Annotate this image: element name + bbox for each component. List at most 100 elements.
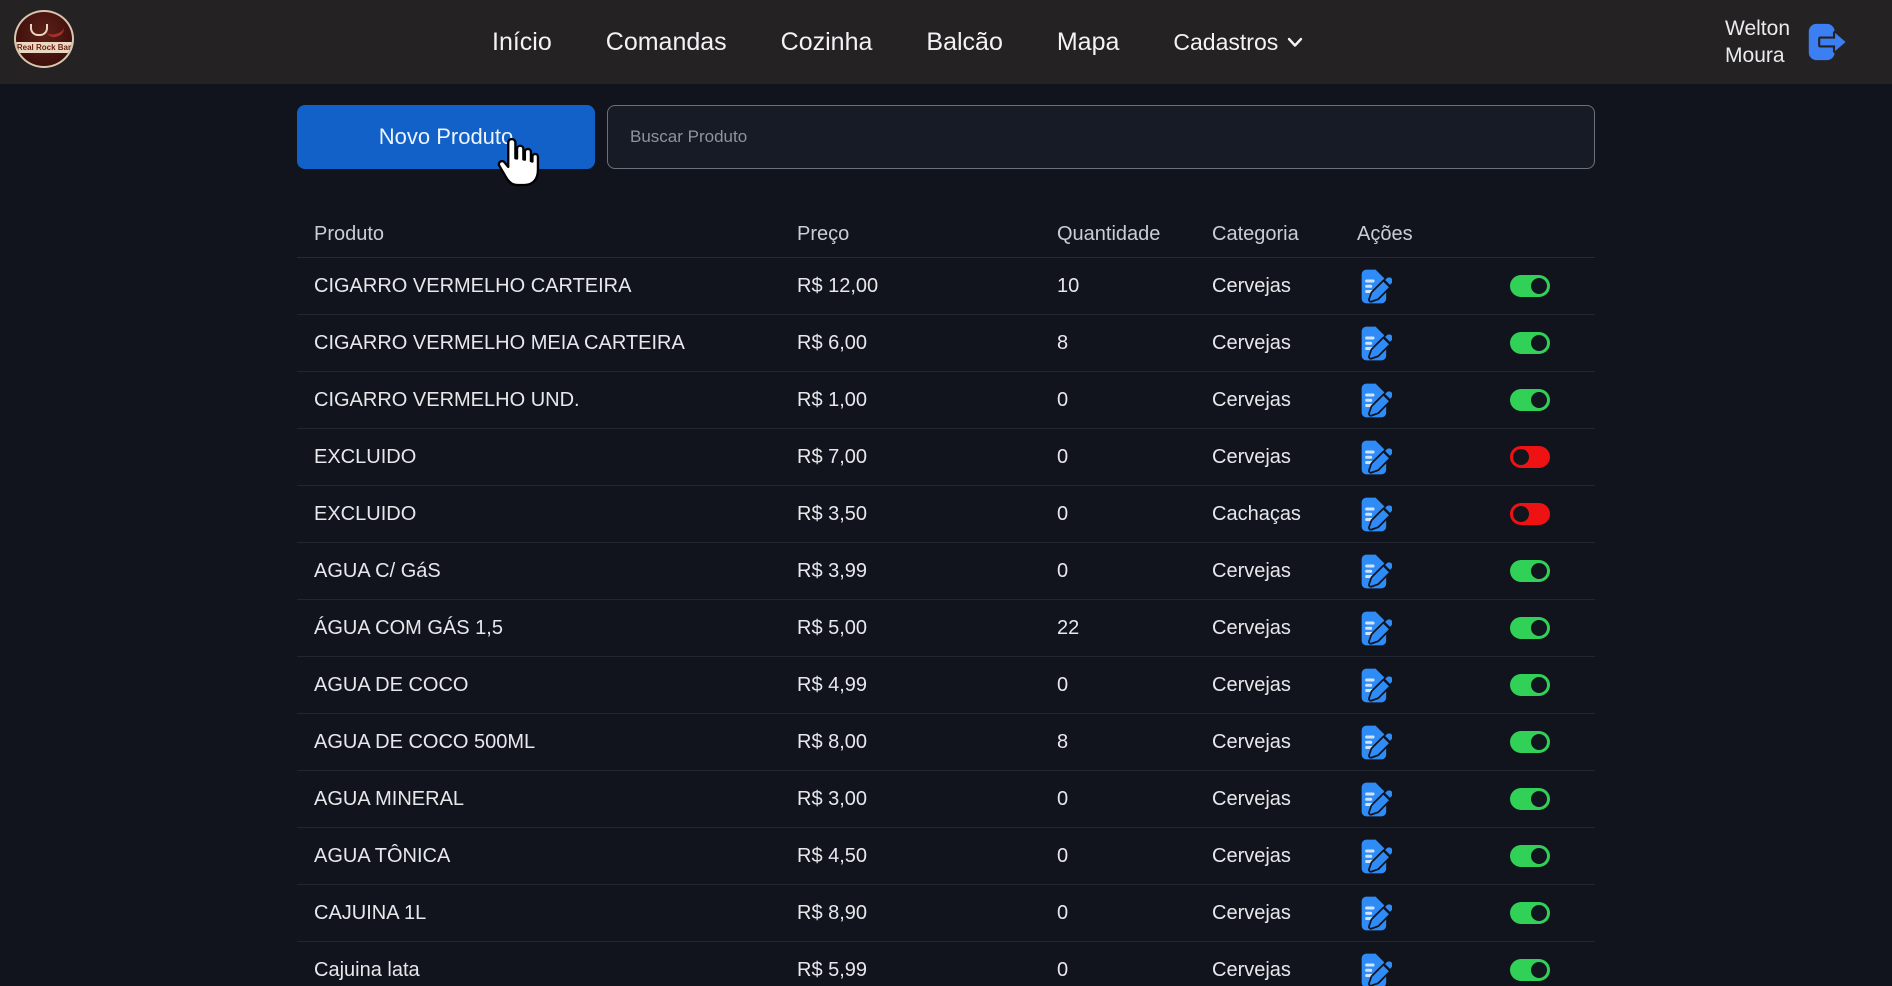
nav-item-mapa[interactable]: Mapa (1056, 27, 1120, 56)
cell-produto: AGUA C/ GáS (314, 559, 441, 582)
cell-acoes (1357, 429, 1578, 485)
cell-acoes (1357, 714, 1578, 770)
table-row: AGUA C/ GáS R$ 3,99 0 Cervejas (297, 543, 1595, 600)
status-toggle[interactable] (1510, 674, 1550, 696)
table-row: AGUA TÔNICA R$ 4,50 0 Cervejas (297, 828, 1595, 885)
status-toggle[interactable] (1510, 902, 1550, 924)
cell-acoes (1357, 600, 1578, 656)
cell-acoes (1357, 657, 1578, 713)
user-name-last: Moura (1725, 44, 1785, 67)
product-table-body: CIGARRO VERMELHO CARTEIRA R$ 12,00 10 Ce… (297, 258, 1595, 986)
edit-product-button[interactable] (1357, 779, 1395, 819)
status-toggle[interactable] (1510, 731, 1550, 753)
cell-produto: EXCLUIDO (314, 445, 417, 468)
cell-produto: CIGARRO VERMELHO MEIA CARTEIRA (314, 331, 685, 354)
restaurant-logo: Real Rock Bar (14, 10, 74, 68)
toolbar: Novo Produto (297, 105, 1595, 169)
cell-preco: R$ 1,00 (797, 388, 868, 411)
edit-product-button[interactable] (1357, 323, 1395, 363)
user-name: Welton Moura (1725, 15, 1790, 70)
cell-categoria: Cervejas (1212, 445, 1291, 468)
edit-product-button[interactable] (1357, 608, 1395, 648)
status-toggle[interactable] (1510, 617, 1550, 639)
cell-quantidade: 0 (1057, 844, 1069, 867)
cell-quantidade: 0 (1057, 502, 1069, 525)
table-row: CAJUINA 1L R$ 8,90 0 Cervejas (297, 885, 1595, 942)
edit-product-button[interactable] (1357, 836, 1395, 876)
user-name-first: Welton (1725, 16, 1790, 40)
cell-preco: R$ 3,99 (797, 559, 868, 582)
status-toggle[interactable] (1510, 275, 1550, 297)
edit-document-icon (1361, 666, 1392, 702)
table-row: Cajuina lata R$ 5,99 0 Cervejas (297, 942, 1595, 986)
cell-produto: AGUA TÔNICA (314, 844, 451, 867)
status-toggle[interactable] (1510, 446, 1550, 468)
nav-item-comandas[interactable]: Comandas (605, 27, 727, 56)
edit-product-button[interactable] (1357, 266, 1395, 306)
cell-categoria: Cervejas (1212, 388, 1291, 411)
cell-categoria: Cervejas (1212, 616, 1291, 639)
header-produto: Produto (314, 222, 385, 245)
header-acoes: Ações (1357, 222, 1413, 245)
edit-document-icon (1361, 381, 1392, 417)
edit-document-icon (1361, 267, 1392, 303)
edit-document-icon (1361, 552, 1392, 588)
cell-acoes (1357, 942, 1578, 986)
cell-preco: R$ 5,99 (797, 958, 868, 981)
edit-document-icon (1361, 837, 1392, 873)
edit-document-icon (1361, 723, 1392, 759)
new-product-button[interactable]: Novo Produto (297, 105, 595, 169)
cell-quantidade: 0 (1057, 445, 1069, 468)
edit-document-icon (1361, 894, 1392, 930)
table-row: AGUA DE COCO 500ML R$ 8,00 8 Cervejas (297, 714, 1595, 771)
cell-quantidade: 0 (1057, 958, 1069, 981)
cell-quantidade: 8 (1057, 331, 1069, 354)
cell-acoes (1357, 543, 1578, 599)
cell-quantidade: 0 (1057, 673, 1069, 696)
status-toggle[interactable] (1510, 560, 1550, 582)
edit-product-button[interactable] (1357, 950, 1395, 986)
edit-product-button[interactable] (1357, 665, 1395, 705)
table-header-row: Produto Preço Quantidade Categoria Ações (297, 211, 1595, 258)
cell-acoes (1357, 828, 1578, 884)
edit-product-button[interactable] (1357, 722, 1395, 762)
edit-product-button[interactable] (1357, 893, 1395, 933)
edit-product-button[interactable] (1357, 380, 1395, 420)
edit-document-icon (1361, 324, 1392, 360)
edit-product-button[interactable] (1357, 494, 1395, 534)
cell-acoes (1357, 315, 1578, 371)
edit-product-button[interactable] (1357, 437, 1395, 477)
status-toggle[interactable] (1510, 389, 1550, 411)
cell-produto: Cajuina lata (314, 958, 420, 981)
edit-document-icon (1361, 495, 1392, 531)
table-row: CIGARRO VERMELHO CARTEIRA R$ 12,00 10 Ce… (297, 258, 1595, 315)
logout-icon[interactable] (1804, 20, 1848, 64)
edit-product-button[interactable] (1357, 551, 1395, 591)
nav-item-inicio[interactable]: Início (492, 27, 552, 56)
status-toggle[interactable] (1510, 332, 1550, 354)
cell-categoria: Cachaças (1212, 502, 1301, 525)
cell-quantidade: 0 (1057, 388, 1069, 411)
cell-produto: CIGARRO VERMELHO UND. (314, 388, 580, 411)
table-row: CIGARRO VERMELHO MEIA CARTEIRA R$ 6,00 8… (297, 315, 1595, 372)
cell-acoes (1357, 885, 1578, 941)
table-row: AGUA DE COCO R$ 4,99 0 Cervejas (297, 657, 1595, 714)
status-toggle[interactable] (1510, 959, 1550, 981)
cell-categoria: Cervejas (1212, 787, 1291, 810)
nav-item-cozinha[interactable]: Cozinha (780, 27, 873, 56)
products-table: Produto Preço Quantidade Categoria Ações… (297, 211, 1595, 986)
nav-item-cadastros[interactable]: Cadastros (1173, 29, 1303, 56)
status-toggle[interactable] (1510, 788, 1550, 810)
status-toggle[interactable] (1510, 845, 1550, 867)
nav-item-balcao[interactable]: Balcão (926, 27, 1003, 56)
cell-produto: AGUA DE COCO (314, 673, 469, 696)
search-product-input[interactable] (607, 105, 1595, 169)
cell-categoria: Cervejas (1212, 901, 1291, 924)
edit-document-icon (1361, 780, 1392, 816)
status-toggle[interactable] (1510, 503, 1550, 525)
cell-quantidade: 0 (1057, 787, 1069, 810)
cell-quantidade: 0 (1057, 559, 1069, 582)
top-navbar: Real Rock Bar Início Comandas Cozinha Ba… (0, 0, 1892, 84)
table-row: ÁGUA COM GÁS 1,5 R$ 5,00 22 Cervejas (297, 600, 1595, 657)
table-row: EXCLUIDO R$ 7,00 0 Cervejas (297, 429, 1595, 486)
